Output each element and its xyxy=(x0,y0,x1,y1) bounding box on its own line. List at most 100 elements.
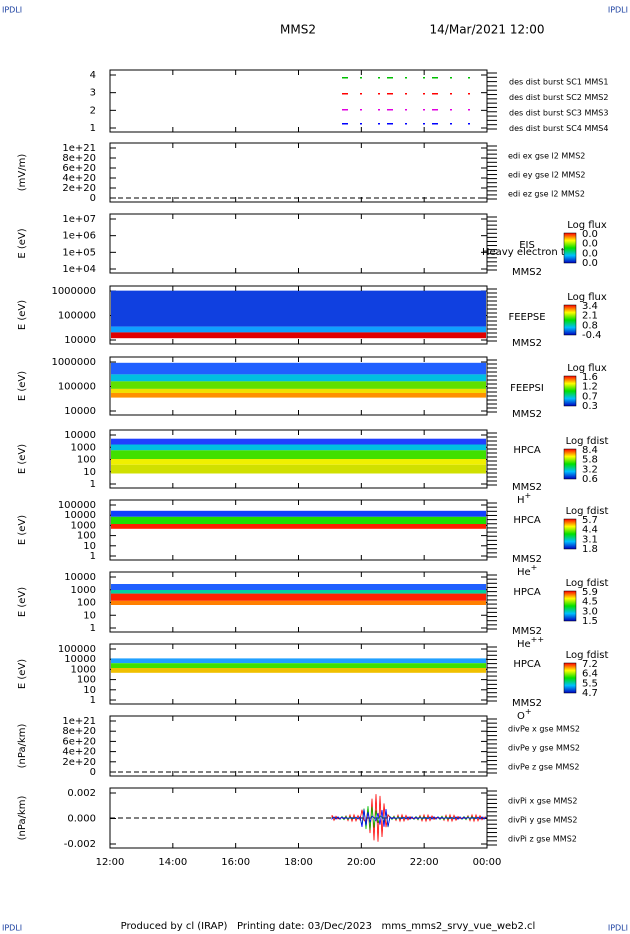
burst-mark xyxy=(423,109,425,111)
panel-frame xyxy=(109,715,488,777)
legend-entry: edi ez gse l2 MMS2 xyxy=(508,190,585,199)
instrument: EIS xyxy=(519,240,535,251)
y-tick-label: 100000 xyxy=(58,500,96,511)
instrument: HPCA xyxy=(513,587,541,598)
burst-mark xyxy=(360,123,362,125)
colorbar xyxy=(563,518,577,550)
y-tick-label: 10000 xyxy=(64,406,96,417)
burst-mark xyxy=(378,123,380,125)
colorbar xyxy=(563,232,577,264)
colorbar-title: Log fdist xyxy=(566,436,609,447)
burst-mark xyxy=(423,123,425,125)
y-tick-label: 1000 xyxy=(71,520,96,531)
y-tick-label: 10000 xyxy=(64,335,96,346)
y-tick-label: 6e+20 xyxy=(62,163,96,174)
colorbar-tick-label: 5.5 xyxy=(582,678,598,689)
y-tick-label: 10 xyxy=(83,467,96,478)
x-tick-label: 00:00 xyxy=(473,857,502,868)
colorbar-tick-label: 0.0 xyxy=(582,248,598,259)
y-tick-label: 0.000 xyxy=(67,814,96,825)
burst-mark xyxy=(387,93,393,95)
burst-mark xyxy=(342,123,348,125)
legend-entry: des dist burst SC4 MMS4 xyxy=(509,124,608,133)
y-tick-label: 1 xyxy=(90,623,96,634)
y-tick-label: 8e+20 xyxy=(62,153,96,164)
colorbar-tick-label: 5.9 xyxy=(582,587,598,598)
panel-frame xyxy=(109,142,488,203)
colorbar-tick-label: 1.8 xyxy=(582,544,598,555)
colorbar-tick-label: 2.1 xyxy=(582,311,598,322)
burst-mark xyxy=(432,93,438,95)
instrument: FEEPSI xyxy=(510,383,544,394)
x-tick-label: 14:00 xyxy=(158,857,187,868)
y-tick-label: 2e+20 xyxy=(62,183,96,194)
burst-mark xyxy=(450,77,452,79)
burst-mark xyxy=(432,109,438,111)
mission-label: MMS2 xyxy=(512,554,542,565)
mission: MMS2 xyxy=(280,23,316,37)
y-tick-label: 0 xyxy=(90,193,96,204)
instrument: HPCA xyxy=(513,659,541,670)
spectrogram-band xyxy=(111,593,486,601)
y-tick-label: 100 xyxy=(77,455,96,466)
burst-mark xyxy=(468,109,470,111)
burst-mark xyxy=(360,93,362,95)
y-tick-label: 10 xyxy=(83,541,96,552)
spectrogram-band xyxy=(111,438,486,445)
colorbar-tick-label: 7.2 xyxy=(582,659,598,670)
colorbar-tick-label: 0.6 xyxy=(582,474,598,485)
burst-mark xyxy=(468,77,470,79)
species-sup: + xyxy=(525,707,532,716)
colorbar-title: Log flux xyxy=(567,363,607,374)
y-tick-label: 1 xyxy=(90,123,96,134)
colorbar-tick-label: 0.0 xyxy=(582,239,598,250)
footer-text: Produced by cl (IRAP) Printing date: 03/… xyxy=(121,921,536,932)
spectrogram-band xyxy=(111,374,486,382)
colorbar-tick-label: 3.1 xyxy=(582,534,598,545)
y-tick-label: 6e+20 xyxy=(62,736,96,747)
burst-mark xyxy=(432,123,438,125)
burst-mark xyxy=(405,109,407,111)
y-tick-label: 100 xyxy=(77,675,96,686)
spectrogram-band xyxy=(111,600,486,605)
spectrogram-band xyxy=(111,510,486,517)
colorbar-tick-label: 4.4 xyxy=(582,525,598,536)
spectrogram-band xyxy=(111,590,486,594)
mission-label: MMS2 xyxy=(512,698,542,709)
species-base: He xyxy=(517,639,531,650)
y-tick-label: 100 xyxy=(77,598,96,609)
y-axis-label: E (eV) xyxy=(17,300,28,330)
spectrogram-band xyxy=(111,663,486,668)
spectrogram-band xyxy=(111,444,486,451)
y-tick-label: 10000 xyxy=(64,510,96,521)
panel-frame xyxy=(109,499,488,561)
colorbar-tick-label: 1.2 xyxy=(582,382,598,393)
species: He+ xyxy=(517,563,537,579)
y-axis-label: E (eV) xyxy=(17,371,28,401)
spectrogram-band xyxy=(111,658,486,664)
species: O+ xyxy=(517,707,532,723)
y-tick-label: 1000 xyxy=(71,585,96,596)
spectrogram-band xyxy=(111,516,486,524)
colorbar-tick-label: 6.4 xyxy=(582,669,598,680)
burst-mark xyxy=(450,123,452,125)
trace xyxy=(331,808,487,828)
y-tick-label: 1 xyxy=(90,695,96,706)
burst-mark xyxy=(432,77,438,79)
legend-entry: des dist burst SC3 MMS3 xyxy=(509,109,608,118)
mission-label: MMS2 xyxy=(512,409,542,420)
mission-label: MMS2 xyxy=(512,338,542,349)
y-tick-label: 3 xyxy=(90,88,96,99)
colorbar-tick-label: 0.8 xyxy=(582,320,598,331)
species-sup: + xyxy=(525,491,532,500)
burst-mark xyxy=(405,77,407,79)
spectrogram-band xyxy=(111,668,486,673)
colorbar-tick-label: 5.7 xyxy=(582,515,598,526)
colorbar-title: Log flux xyxy=(567,220,607,231)
x-tick-label: 20:00 xyxy=(347,857,376,868)
burst-mark xyxy=(342,93,348,95)
y-tick-label: 1e+07 xyxy=(62,214,96,225)
logo: IPDLI xyxy=(608,924,628,933)
spectrogram-band xyxy=(111,332,486,339)
